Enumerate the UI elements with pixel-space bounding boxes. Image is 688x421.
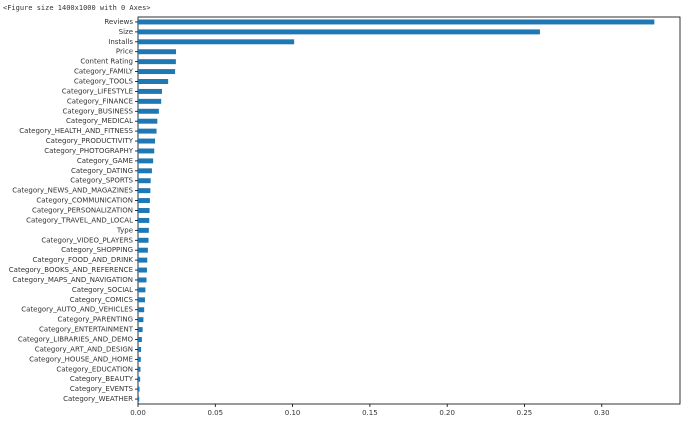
bar [138, 158, 154, 164]
bar [138, 356, 141, 362]
x-tick-label: 0.15 [362, 409, 378, 417]
y-tick-label: Category_BOOKS_AND_REFERENCE [9, 266, 133, 274]
y-tick-label: Category_SHOPPING [61, 246, 133, 254]
y-tick-label: Category_BEAUTY [70, 375, 134, 383]
bar [138, 237, 149, 243]
bar [138, 108, 159, 114]
bar [138, 307, 145, 313]
y-tick-label: Category_SPORTS [70, 177, 133, 185]
bar [138, 59, 176, 65]
bar [138, 148, 155, 154]
bar [138, 247, 148, 253]
bar [138, 49, 177, 55]
bar [138, 98, 162, 104]
x-tick-label: 0.00 [130, 409, 146, 417]
x-tick-label: 0.05 [207, 409, 223, 417]
bar [138, 118, 158, 124]
output-text: <Figure size 1400x1000 with 0 Axes> [3, 4, 151, 12]
bar [138, 227, 149, 233]
bar [138, 217, 150, 223]
bar [138, 19, 655, 25]
bar [138, 396, 140, 402]
y-tick-label: Category_TRAVEL_AND_LOCAL [26, 216, 133, 224]
bar [138, 327, 143, 333]
y-tick-label: Category_NEWS_AND_MAGAZINES [12, 187, 133, 195]
y-tick-label: Category_PHOTOGRAPHY [44, 147, 134, 155]
bar [138, 287, 146, 293]
bar [138, 337, 142, 342]
y-tick-label: Category_PRODUCTIVITY [46, 137, 134, 145]
y-tick-label: Category_AUTO_AND_VEHICLES [21, 306, 133, 314]
bar [138, 297, 145, 303]
y-tick-label: Category_FOOD_AND_DRINK [33, 256, 134, 264]
y-tick-label: Category_EDUCATION [56, 365, 133, 373]
y-tick-label: Category_LIBRARIES_AND_DEMO [18, 336, 134, 344]
y-tick-label: Type [116, 226, 133, 234]
y-tick-label: Category_FINANCE [67, 97, 133, 105]
bar [138, 69, 176, 75]
y-tick-label: Content Rating [80, 58, 133, 66]
bar [138, 198, 150, 204]
bar [138, 208, 150, 213]
y-tick-label: Reviews [104, 18, 133, 26]
bar [138, 128, 157, 134]
y-tick-label: Category_PARENTING [57, 316, 133, 324]
bar [138, 267, 147, 273]
y-tick-label: Price [116, 48, 133, 56]
axes-frame [137, 16, 681, 405]
y-tick-label: Category_WEATHER [63, 395, 133, 403]
bar [138, 277, 147, 283]
bar [138, 29, 540, 35]
y-tick-label: Category_VIDEO_PLAYERS [41, 236, 133, 244]
x-tick-label: 0.10 [285, 409, 301, 417]
y-tick-label: Category_DATING [71, 167, 133, 175]
x-tick-label: 0.25 [517, 409, 533, 417]
y-tick-label: Category_BUSINESS [63, 107, 134, 115]
y-tick-label: Category_HOUSE_AND_HOME [29, 355, 133, 363]
bar [138, 317, 144, 323]
y-tick-label: Category_EVENTS [70, 385, 134, 393]
y-tick-label: Category_SOCIAL [72, 286, 133, 294]
bar [138, 346, 142, 352]
x-tick-label: 0.20 [439, 409, 455, 417]
y-tick-label: Category_ENTERTAINMENT [39, 326, 134, 334]
y-tick-label: Category_MAPS_AND_NAVIGATION [12, 276, 133, 284]
y-tick-label: Installs [108, 38, 133, 46]
bar [138, 138, 156, 144]
y-tick-label: Category_COMMUNICATION [36, 197, 133, 205]
x-tick-label: 0.30 [594, 409, 610, 417]
y-tick-label: Category_ART_AND_DESIGN [35, 345, 133, 353]
y-tick-label: Category_HEALTH_AND_FITNESS [19, 127, 133, 135]
y-tick-label: Category_COMICS [70, 296, 134, 304]
y-tick-label: Size [119, 28, 133, 36]
y-tick-label: Category_GAME [77, 157, 133, 165]
bar [138, 79, 169, 84]
y-tick-label: Category_LIFESTYLE [62, 87, 133, 95]
bar [138, 188, 151, 194]
bar [138, 178, 151, 184]
bar [138, 366, 141, 372]
y-tick-label: Category_PERSONALIZATION [32, 207, 133, 215]
bar [138, 257, 148, 263]
bar [138, 168, 152, 174]
bar [138, 386, 140, 392]
y-tick-label: Category_MEDICAL [66, 117, 133, 125]
y-tick-label: Category_FAMILY [74, 68, 134, 76]
bar [138, 39, 295, 45]
bar [138, 376, 141, 382]
bar [138, 88, 162, 94]
y-tick-label: Category_TOOLS [74, 78, 134, 86]
